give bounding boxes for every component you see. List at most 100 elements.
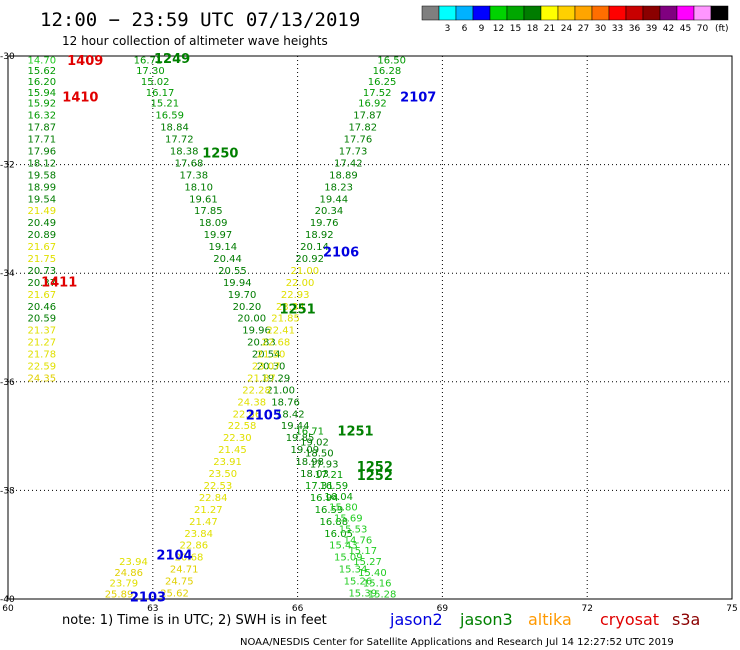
- wave-height-value: 21.49: [27, 206, 56, 217]
- wave-height-value: 21.00: [266, 385, 295, 396]
- lat-tick-label: -34: [0, 269, 15, 279]
- legend-tick-label: 3: [445, 24, 451, 34]
- wave-height-value: 19.09: [291, 445, 320, 456]
- wave-height-value: 17.71: [27, 135, 56, 146]
- lon-tick-label: 72: [581, 604, 592, 614]
- wave-height-value: 18.03: [300, 469, 329, 480]
- legend-swatch: [472, 5, 491, 21]
- lon-tick-label: 60: [2, 604, 14, 614]
- legend-tick-label: 6: [462, 24, 468, 34]
- legend-swatch: [693, 5, 712, 21]
- lat-tick-label: -32: [0, 161, 15, 171]
- wave-height-value: 16.71: [134, 55, 163, 66]
- pass-time-label: 1411: [41, 275, 77, 290]
- wave-height-value: 18.98: [295, 457, 324, 468]
- wave-height-value: 22.93: [281, 290, 310, 301]
- plot-frame: [7, 55, 733, 600]
- wave-height-value: 20.00: [237, 314, 266, 325]
- legend-tick-label: 42: [663, 24, 674, 34]
- wave-height-value: 17.21: [315, 470, 344, 481]
- legend-swatch: [523, 5, 542, 21]
- track-cryosat-1409: 14.7015.6216.2015.9415.9216.3217.8717.71…: [27, 55, 56, 384]
- wave-height-value: 23.50: [208, 469, 237, 480]
- legend-swatch: [625, 5, 644, 21]
- pass-time-label: 1251: [280, 302, 316, 317]
- map-grid: [8, 56, 732, 599]
- wave-height-value: 19.94: [223, 278, 252, 289]
- wave-height-value: 23.94: [119, 557, 148, 568]
- wave-height-value: 20.37: [27, 278, 56, 289]
- wave-height-value: 16.59: [319, 481, 348, 492]
- legend-swatch: [642, 5, 661, 21]
- wave-height-value: 24.38: [237, 397, 266, 408]
- wave-height-value: 17.87: [27, 123, 56, 134]
- axis-labels: 60 63 66 69 72 75 -30 -32 -34 -36 -38 -40: [0, 52, 738, 614]
- wave-height-value: 24.86: [114, 568, 143, 579]
- wave-height-value: 23.79: [110, 579, 139, 590]
- wave-height-value: 17.30: [136, 66, 165, 77]
- wave-height-value: 19.85: [286, 433, 315, 444]
- wave-height-value: 20.14: [300, 242, 329, 253]
- satellite-legend-jason2: jason2: [389, 610, 443, 629]
- legend-swatch: [574, 5, 593, 21]
- wave-height-value: 20.89: [27, 230, 56, 241]
- wave-height-value: 16.17: [146, 88, 175, 99]
- track-jason3-1251: 16.7119.0218.5017.9317.2116.5916.0415.80…: [295, 427, 396, 601]
- wave-height-value: 21.00: [291, 266, 320, 277]
- wave-height-value: 19.44: [319, 194, 348, 205]
- pass-time-label: 1252: [357, 469, 393, 484]
- satellite-legend-s3a: s3a: [672, 610, 700, 629]
- legend-tick-label: 12: [493, 24, 504, 34]
- wave-height-value: 22.59: [27, 362, 56, 373]
- wave-height-value: 21.87: [247, 373, 276, 384]
- wave-height-value: 15.09: [334, 553, 363, 564]
- wave-height-value: 25.89: [105, 590, 134, 601]
- pass-time-label: 2105: [246, 408, 282, 423]
- wave-height-value: 20.59: [27, 314, 56, 325]
- legend-swatch: [438, 5, 457, 21]
- wave-height-value: 19.02: [300, 438, 329, 449]
- wave-height-value: 24.35: [27, 373, 56, 384]
- legend-tick-label: 36: [629, 24, 641, 34]
- lon-tick-label: 66: [292, 604, 304, 614]
- wave-height-value: 18.92: [305, 230, 334, 241]
- wave-height-value: 23.84: [184, 529, 213, 540]
- wave-height-value: 21.78: [27, 350, 56, 361]
- legend-swatch: [455, 5, 474, 21]
- wave-height-value: 15.28: [368, 590, 397, 601]
- wave-height-value: 22.30: [223, 433, 252, 444]
- lat-tick-label: -36: [0, 378, 15, 388]
- wave-height-value: 16.05: [324, 529, 353, 540]
- wave-height-value: 17.72: [165, 135, 194, 146]
- wave-height-value: 19.76: [310, 218, 339, 229]
- satellite-legend-cryosat: cryosat: [600, 610, 659, 629]
- footer-credit: NOAA/NESDIS Center for Satellite Applica…: [240, 637, 674, 648]
- wave-height-value: 20.46: [27, 302, 56, 313]
- wave-height-value: 15.53: [339, 524, 368, 535]
- wave-height-value: 25.62: [160, 588, 189, 599]
- wave-height-value: 19.97: [204, 230, 233, 241]
- legend-tick-label: 9: [479, 24, 485, 34]
- pass-time-label: 2106: [323, 245, 359, 260]
- wave-height-value: 16.59: [155, 111, 184, 122]
- chart-title: 12:00 − 23:59 UTC 07/13/2019: [40, 9, 360, 31]
- track-jason2-2107: 16.5016.2816.2517.5216.9217.8717.8217.76…: [160, 55, 406, 599]
- wave-height-value: 18.42: [276, 409, 305, 420]
- lon-tick-label: 75: [726, 604, 737, 614]
- wave-height-value: 16.71: [295, 427, 324, 438]
- pass-time-label: 2107: [400, 91, 436, 106]
- wave-height-value: 24.71: [170, 565, 199, 576]
- wave-height-value: 21.37: [27, 326, 56, 337]
- satellite-legend-altika: altika: [528, 610, 572, 629]
- track-jason3-1249: 16.7117.3015.0216.1715.2116.5918.8417.72…: [134, 55, 377, 599]
- wave-height-value: 17.96: [27, 146, 56, 157]
- wave-height-value: 21.27: [194, 505, 223, 516]
- legend-swatch: [659, 5, 678, 21]
- wave-height-value: 15.94: [27, 88, 56, 99]
- pass-time-label: 1252: [357, 460, 393, 475]
- wave-height-value: 14.70: [27, 55, 56, 66]
- satellite-legend-jason3: jason3: [459, 610, 513, 629]
- legend-swatch: [506, 5, 525, 21]
